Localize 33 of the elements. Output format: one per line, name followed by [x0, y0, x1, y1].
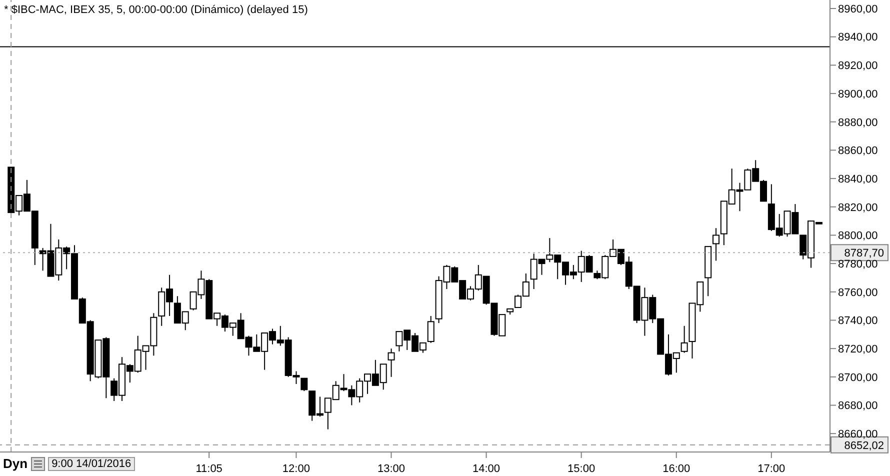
candlestick: [680, 325, 688, 354]
candlestick: [388, 348, 395, 378]
y-tick-label: 8800,00: [838, 230, 878, 242]
y-tick-label: 8900,00: [838, 88, 878, 100]
y-tick-label: 8860,00: [838, 145, 878, 158]
y-tick-label: 8820,00: [838, 202, 878, 214]
candlestick: [300, 378, 308, 392]
y-tick-label: 8780,00: [838, 258, 878, 270]
x-tick-label: 12:00: [282, 463, 310, 475]
x-tick-label: 11:05: [196, 463, 222, 475]
y-tick-label: 8940,00: [838, 32, 878, 44]
ref-line-label: 8652,02: [844, 440, 884, 452]
x-tick-label: 17:00: [758, 463, 786, 475]
text: Dyn: [3, 456, 28, 471]
y-tick-label: 8740,00: [838, 315, 878, 328]
y-tick-label: 8880,00: [838, 116, 878, 129]
y-tick-label: 8700,00: [838, 372, 878, 384]
x-tick-label: 16:00: [662, 463, 690, 475]
y-tick-label: 8920,00: [838, 60, 878, 72]
candlestick: [712, 228, 720, 262]
y-tick-label: 8760,00: [838, 286, 878, 299]
candlestick: [427, 315, 434, 344]
x-tick-label: 15:00: [568, 463, 596, 475]
x-tick-label: 14:00: [472, 463, 500, 475]
text: 9:00 14/01/2016: [48, 456, 136, 470]
y-tick-label: 8840,00: [838, 173, 878, 186]
ref-line-label: 8787,70: [844, 248, 884, 260]
y-tick-label: 8720,00: [838, 343, 878, 356]
y-tick-label: 8660,00: [838, 428, 878, 440]
chart-title: * $IBC-MAC, IBEX 35, 5, 00:00-00:00 (Dinámico) (delayed 15): [4, 4, 308, 16]
x-tick-label: 13:00: [377, 463, 406, 475]
y-tick-label: 8960,00: [838, 3, 878, 16]
y-tick-label: 8680,00: [838, 400, 878, 412]
